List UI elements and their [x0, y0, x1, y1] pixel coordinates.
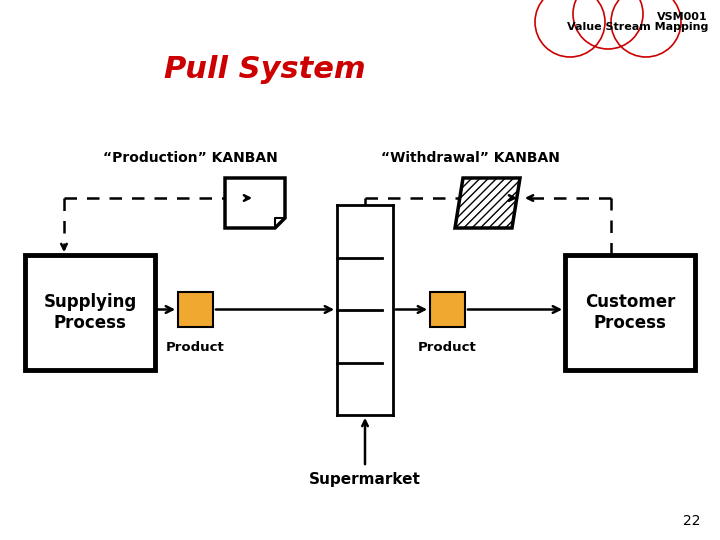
Text: VSM001: VSM001 — [657, 12, 708, 22]
Text: Supplying
Process: Supplying Process — [43, 293, 137, 332]
Text: Pull System: Pull System — [164, 56, 366, 84]
Text: Customer
Process: Customer Process — [585, 293, 675, 332]
Bar — [430, 292, 465, 327]
Text: 22: 22 — [683, 514, 700, 528]
Text: Supermarket: Supermarket — [309, 472, 421, 487]
Bar — [565, 255, 695, 370]
Text: Product: Product — [166, 341, 225, 354]
Text: Product: Product — [418, 341, 477, 354]
Polygon shape — [455, 178, 520, 228]
Text: “Withdrawal” KANBAN: “Withdrawal” KANBAN — [381, 151, 559, 165]
Text: Value Stream Mapping: Value Stream Mapping — [567, 22, 708, 32]
Bar — [25, 255, 155, 370]
Bar — [178, 292, 213, 327]
Polygon shape — [225, 178, 285, 228]
Text: “Production” KANBAN: “Production” KANBAN — [103, 151, 277, 165]
